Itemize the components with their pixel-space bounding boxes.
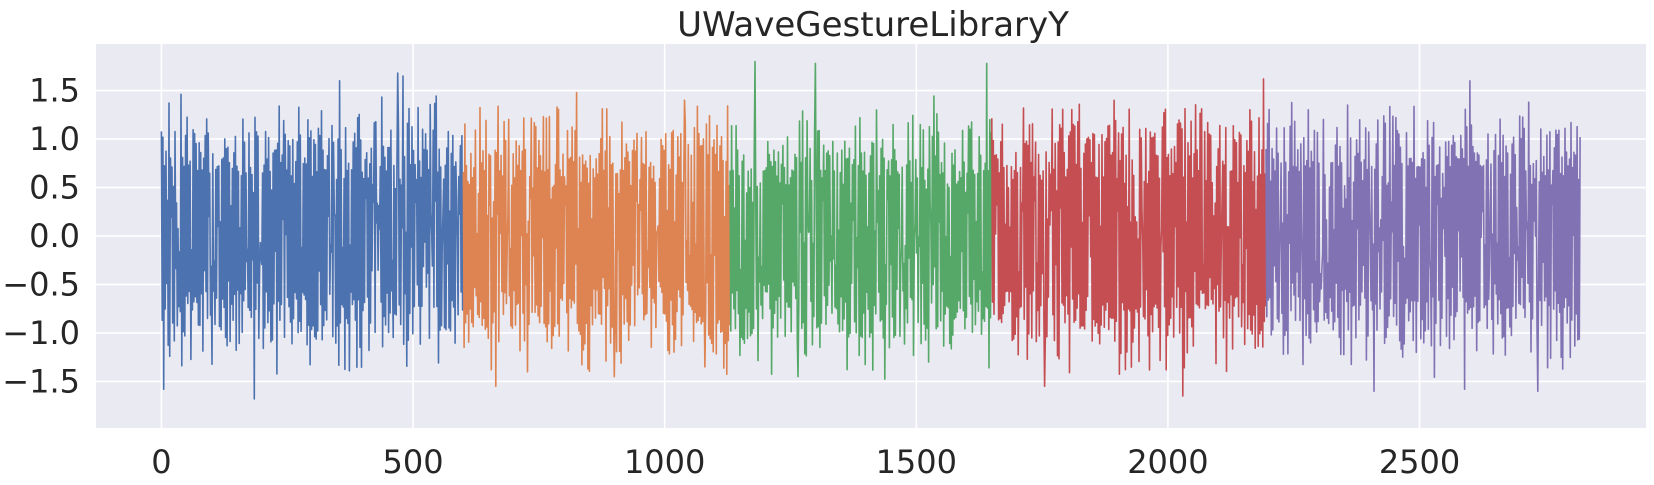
x-tick-label: 2500 [1379, 443, 1460, 481]
y-tick-label: −0.5 [2, 265, 80, 303]
x-tick-label: 1500 [876, 443, 957, 481]
y-tick-label: 0.0 [29, 217, 80, 255]
chart-title: UWaveGestureLibraryY [677, 5, 1069, 45]
series-line-5 [1265, 80, 1581, 393]
y-tick-label: 1.0 [29, 120, 80, 158]
x-tick-label: 2000 [1127, 443, 1208, 481]
x-axis: 0 500 1000 1500 2000 2500 [151, 443, 1460, 481]
x-tick-label: 500 [383, 443, 444, 481]
y-tick-label: −1.5 [2, 362, 80, 400]
x-tick-label: 0 [151, 443, 171, 481]
series-line-3 [729, 60, 993, 380]
y-tick-label: −1.0 [2, 314, 80, 352]
series-line-2 [462, 91, 731, 388]
series-layer [160, 60, 1581, 400]
y-tick-label: 0.5 [29, 169, 80, 207]
y-tick-label: 1.5 [29, 72, 80, 110]
y-axis: 1.5 1.0 0.5 0.0 −0.5 −1.0 −1.5 [2, 72, 80, 401]
series-line-1 [160, 72, 465, 400]
x-tick-label: 1000 [624, 443, 705, 481]
series-line-4 [990, 78, 1267, 397]
